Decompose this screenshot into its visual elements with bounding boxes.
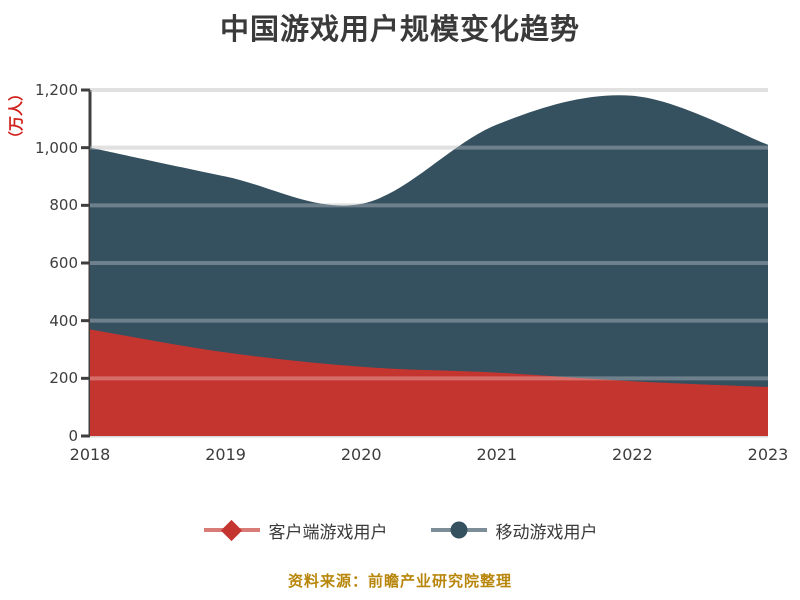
area-series-blue (90, 95, 768, 436)
y-tick-label: 800 (49, 196, 78, 215)
red-diamond-marker-icon (203, 519, 260, 542)
x-tick-label: 2020 (340, 445, 382, 464)
legend-item-circle[interactable]: 移动游戏用户 (430, 517, 598, 543)
y-tick-label: 400 (49, 311, 78, 330)
y-tick-label: 1,000 (35, 138, 78, 157)
legend: 客户端游戏用户 移动游戏用户 (0, 512, 800, 548)
legend-item-diamond[interactable]: 客户端游戏用户 (203, 517, 388, 543)
legend-label: 移动游戏用户 (495, 522, 598, 543)
source-caption: 资料来源：前瞻产业研究院整理 (287, 572, 512, 590)
chart-title: 中国游戏用户规模变化趋势 (219, 12, 580, 46)
x-tick-label: 2021 (476, 445, 518, 464)
x-tick-label: 2019 (205, 445, 246, 464)
y-tick-label: 1,200 (35, 81, 78, 99)
y-tick-label: 200 (49, 369, 78, 388)
y-tick-label: 0 (68, 427, 78, 445)
legend-label: 客户端游戏用户 (268, 522, 388, 543)
x-tick-label: 2018 (69, 445, 111, 464)
x-tick-label: 2023 (747, 445, 789, 464)
x-tick-label: 2022 (612, 445, 653, 464)
area-series-red (90, 329, 768, 436)
blue-circle-marker-icon (430, 521, 487, 539)
y-tick-label: 600 (49, 254, 78, 272)
